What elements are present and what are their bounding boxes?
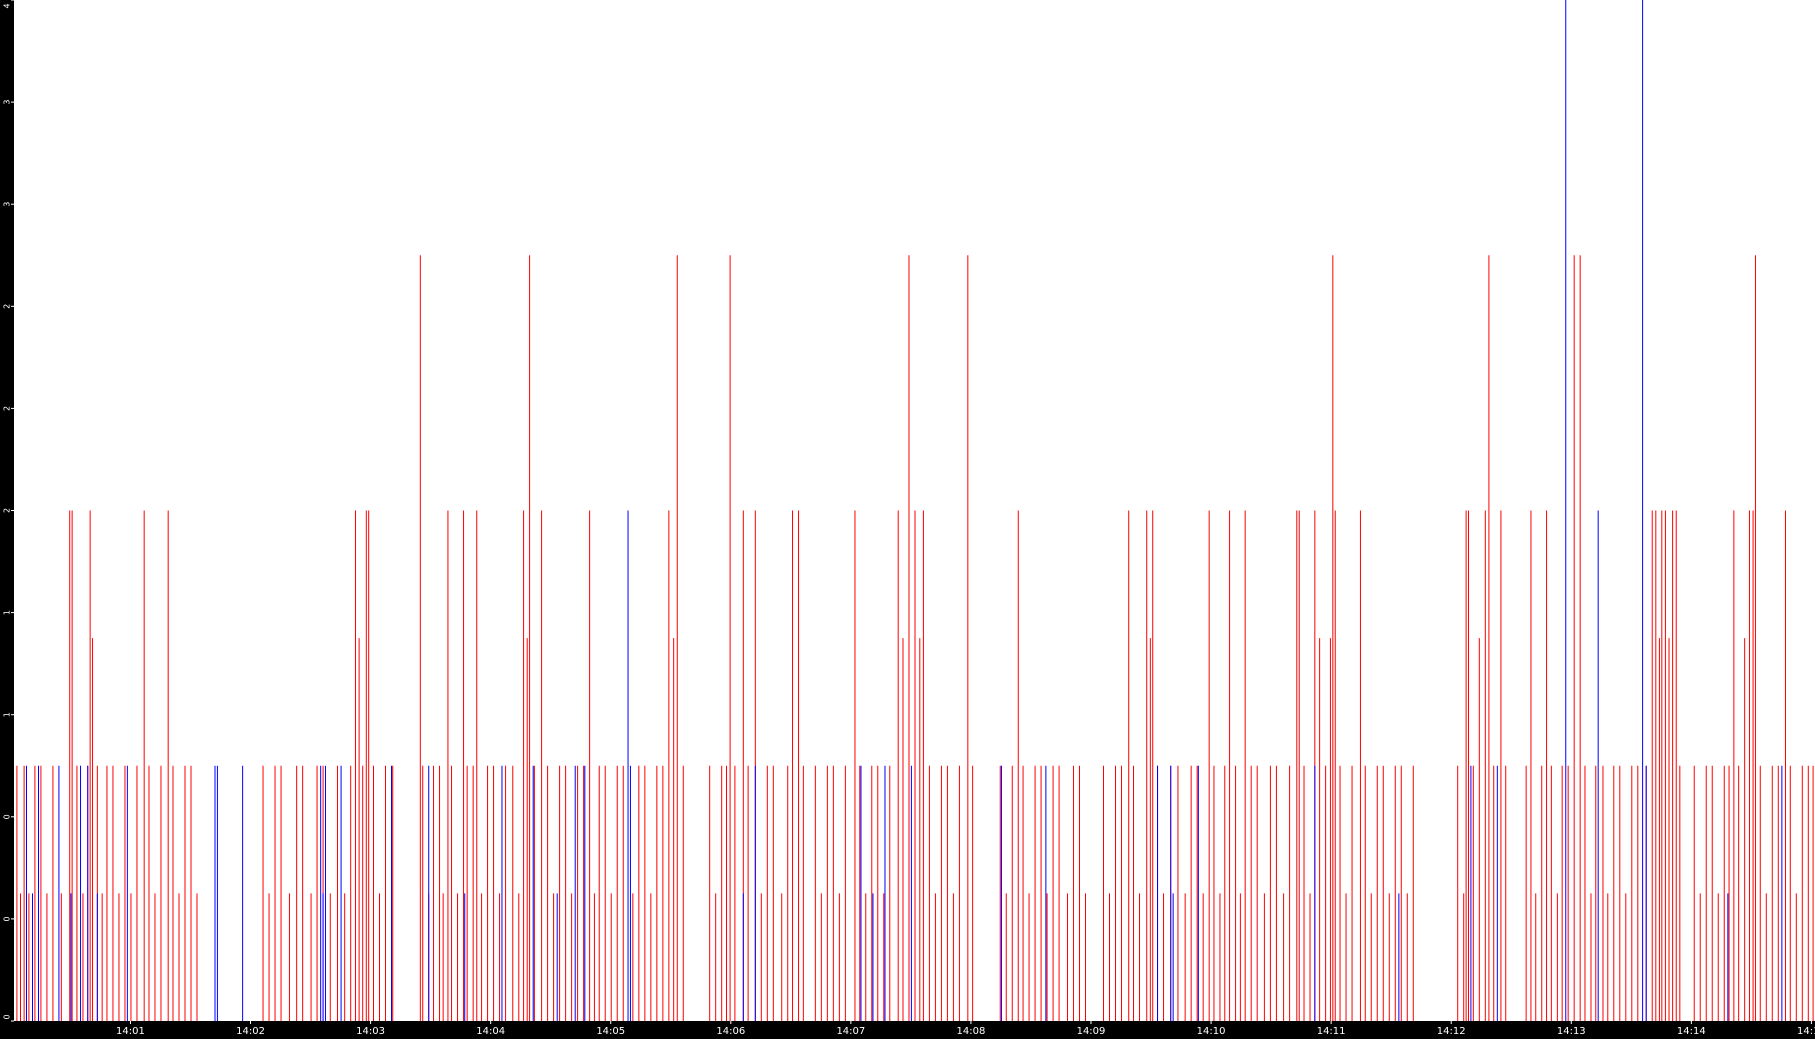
y-tick-label: 0 <box>3 1014 12 1019</box>
y-tick-label: 4 <box>3 3 12 8</box>
x-axis-band <box>0 1021 1815 1039</box>
x-tick-label: 14:14 <box>1677 1026 1706 1037</box>
x-tick-label: 14:02 <box>236 1026 265 1037</box>
x-tick-label: 14:07 <box>836 1026 865 1037</box>
x-tick-label: 14:09 <box>1077 1026 1106 1037</box>
x-tick-label: 14:10 <box>1197 1026 1226 1037</box>
y-tick-label: 3 <box>3 100 12 105</box>
x-tick-label: 14:11 <box>1317 1026 1346 1037</box>
y-tick-label: 2 <box>3 508 12 513</box>
y-tick-label: 0 <box>3 814 12 819</box>
y-tick-label: 3 <box>3 202 12 207</box>
y-tick-label: 0 <box>3 916 12 921</box>
y-axis-band <box>0 0 14 1039</box>
y-tick-label: 1 <box>3 712 12 717</box>
x-tick-label: 14:15 <box>1797 1026 1815 1037</box>
x-tick-label: 14:05 <box>596 1026 625 1037</box>
x-tick-label: 14:12 <box>1437 1026 1466 1037</box>
x-tick-label: 14:03 <box>356 1026 385 1037</box>
x-tick-label: 14:08 <box>957 1026 986 1037</box>
x-tick-label: 14:01 <box>116 1026 145 1037</box>
y-tick-label: 2 <box>3 304 12 309</box>
x-tick-label: 14:13 <box>1557 1026 1586 1037</box>
x-tick-label: 14:06 <box>716 1026 745 1037</box>
x-tick-label: 14:04 <box>476 1026 505 1037</box>
y-tick-label: 2 <box>3 406 12 411</box>
y-tick-label: 1 <box>3 610 12 615</box>
